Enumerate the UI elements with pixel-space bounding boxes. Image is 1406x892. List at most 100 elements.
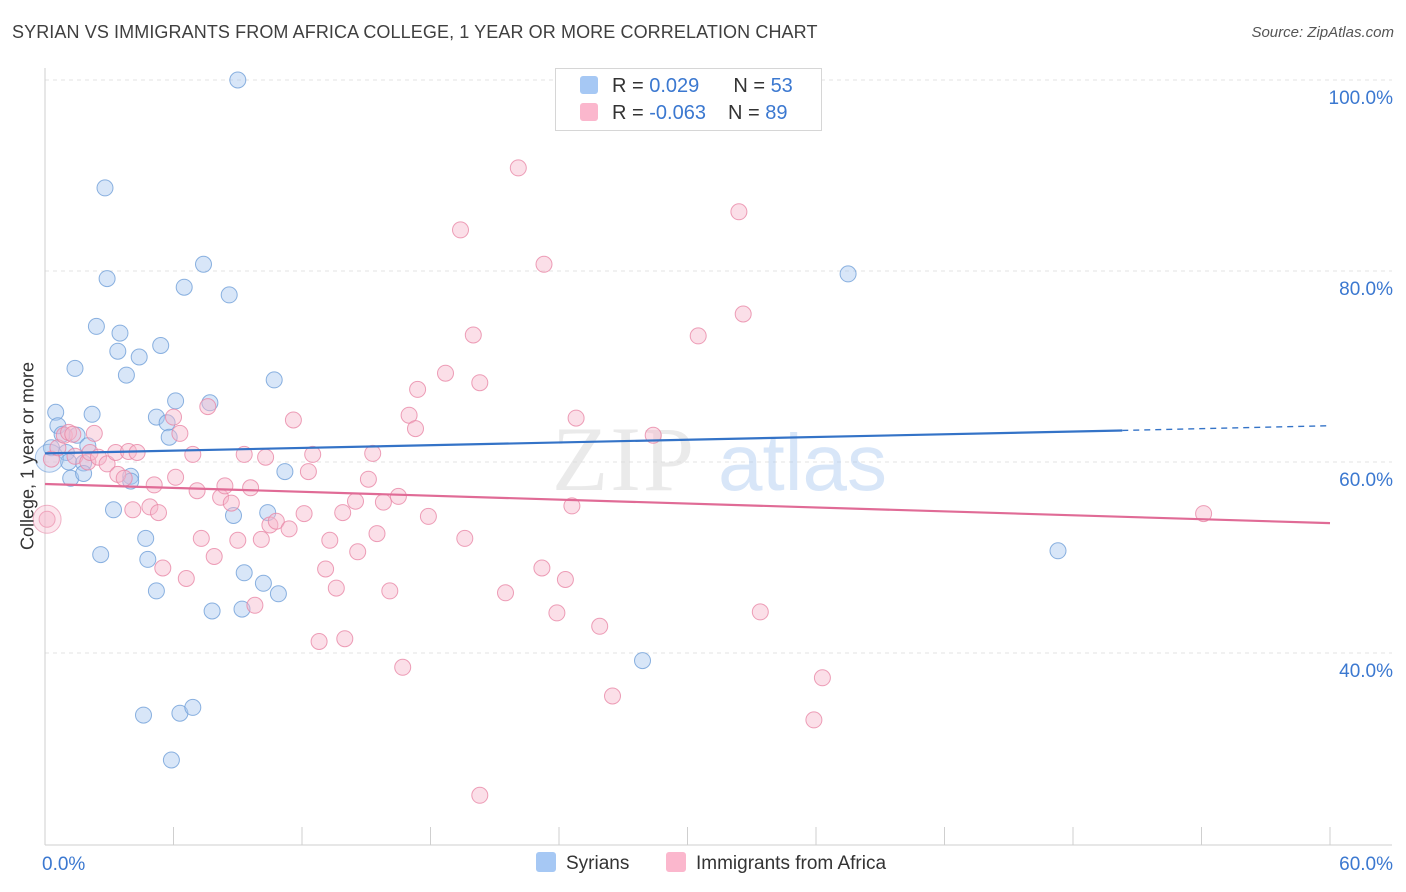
africa-point-60 — [389, 487, 407, 505]
africa-point-39 — [257, 448, 275, 466]
bottom-legend: Syrians Immigrants from Africa — [0, 852, 1406, 878]
syrians-point-20 — [117, 366, 135, 384]
series-immigrants-from-africa — [32, 159, 1213, 804]
syrians-point-25 — [137, 529, 155, 547]
africa-point-30 — [205, 548, 223, 565]
africa-point-85 — [734, 305, 752, 323]
chart-title: SYRIAN VS IMMIGRANTS FROM AFRICA COLLEGE… — [12, 22, 818, 42]
africa-point-23 — [167, 468, 185, 486]
syrians-point-12 — [83, 405, 101, 423]
africa-point-79 — [567, 409, 585, 427]
y-tick-label-60: 60.0% — [1339, 470, 1393, 491]
africa-point-54 — [349, 543, 367, 561]
syrians-point-42 — [229, 71, 247, 89]
africa-point-67 — [452, 221, 469, 239]
africa-point-21 — [154, 559, 172, 577]
africa-point-26 — [184, 445, 202, 463]
bottom-legend-africa[interactable]: Immigrants from Africa — [666, 852, 886, 875]
x-tick-label-0: 0.0% — [42, 854, 85, 875]
syrians-point-35 — [175, 278, 193, 296]
series-syrians — [34, 71, 1067, 769]
africa-point-24 — [171, 424, 189, 442]
legend-n-label: N = — [727, 102, 766, 124]
africa-point-large — [32, 504, 62, 534]
syrians-point-6 — [62, 469, 80, 487]
trend-line-dashed-0 — [1122, 425, 1331, 432]
syrians-point-27 — [147, 582, 165, 600]
syrians-point-1 — [47, 403, 65, 421]
africa-point-34 — [229, 531, 247, 549]
bottom-legend-syrians[interactable]: Syrians — [536, 852, 629, 875]
syrians-point-44 — [235, 564, 253, 582]
trend-line-0 — [44, 429, 1123, 455]
africa-point-69 — [464, 326, 482, 344]
africa-point-83 — [689, 327, 707, 345]
africa-point-36 — [242, 479, 260, 497]
africa-point-37 — [246, 596, 264, 614]
syrians-point-21 — [122, 467, 140, 485]
syrians-point-16 — [98, 270, 116, 288]
africa-point-89 — [1195, 505, 1213, 523]
source-label: Source: ZipAtlas.com — [1251, 24, 1394, 41]
legend-swatch-syrians — [580, 76, 598, 94]
syrians-point-31 — [160, 428, 178, 446]
africa-point-61 — [394, 658, 412, 676]
legend-n-value: 53 — [770, 75, 793, 97]
legend-box: R = 0.029 N = 53 R = -0.063 N = 89 — [555, 68, 822, 131]
africa-point-20 — [150, 504, 167, 522]
africa-point-73 — [509, 159, 527, 177]
africa-point-87 — [805, 711, 823, 729]
africa-point-44 — [295, 505, 313, 523]
watermark-zip: ZIP — [552, 408, 696, 510]
africa-point-56 — [364, 444, 382, 462]
africa-point-81 — [604, 687, 621, 705]
africa-point-41 — [267, 512, 285, 530]
syrians-point-37 — [195, 255, 212, 273]
legend-r-value: -0.063 — [649, 102, 706, 124]
watermark: ZIP atlas — [552, 408, 887, 510]
syrians-point-43 — [233, 600, 251, 618]
africa-point-53 — [347, 492, 364, 510]
syrians-point-26 — [139, 550, 157, 568]
y-tick-label-100: 100.0% — [1329, 88, 1394, 109]
syrians-point-32 — [162, 751, 180, 769]
africa-point-71 — [471, 786, 489, 804]
syrians-point-49 — [276, 463, 294, 481]
africa-point-0 — [38, 510, 56, 528]
africa-point-19 — [145, 476, 163, 494]
legend-row-africa: R = -0.063 N = 89 — [580, 102, 787, 126]
tick-labels: 40.0% 60.0% 80.0% 100.0% 0.0% 60.0% — [42, 88, 1393, 875]
africa-point-86 — [751, 603, 769, 621]
y-tick-label-80: 80.0% — [1339, 279, 1393, 300]
syrians-point-28 — [147, 408, 165, 426]
syrians-point-17 — [105, 501, 122, 519]
bottom-legend-label-africa: Immigrants from Africa — [696, 853, 887, 874]
africa-point-28 — [192, 529, 210, 547]
x-tick-label-60: 60.0% — [1339, 854, 1393, 875]
africa-point-77 — [556, 571, 574, 588]
africa-point-80 — [591, 617, 609, 635]
syrians-point-52 — [1049, 542, 1067, 560]
africa-point-50 — [327, 579, 345, 597]
africa-point-68 — [456, 529, 474, 547]
africa-point-65 — [419, 507, 437, 525]
legend-n-value: 89 — [765, 102, 788, 124]
africa-point-16 — [124, 501, 142, 519]
syrians-point-33 — [167, 392, 185, 410]
africa-point-49 — [321, 531, 339, 549]
syrians-point-19 — [111, 324, 129, 342]
syrians-point-24 — [135, 706, 152, 724]
africa-point-75 — [535, 255, 553, 273]
watermark-atlas: atlas — [718, 418, 887, 507]
syrians-point-15 — [96, 179, 114, 197]
africa-point-46 — [304, 445, 322, 463]
legend-r-value: 0.029 — [649, 75, 700, 97]
bottom-legend-swatch-africa — [666, 852, 686, 872]
syrians-point-48 — [269, 585, 287, 603]
africa-point-64 — [409, 380, 427, 398]
syrians-point-30 — [158, 414, 176, 432]
syrians-point-18 — [109, 342, 127, 360]
syrians-point-2 — [49, 417, 67, 435]
africa-point-66 — [437, 364, 454, 382]
